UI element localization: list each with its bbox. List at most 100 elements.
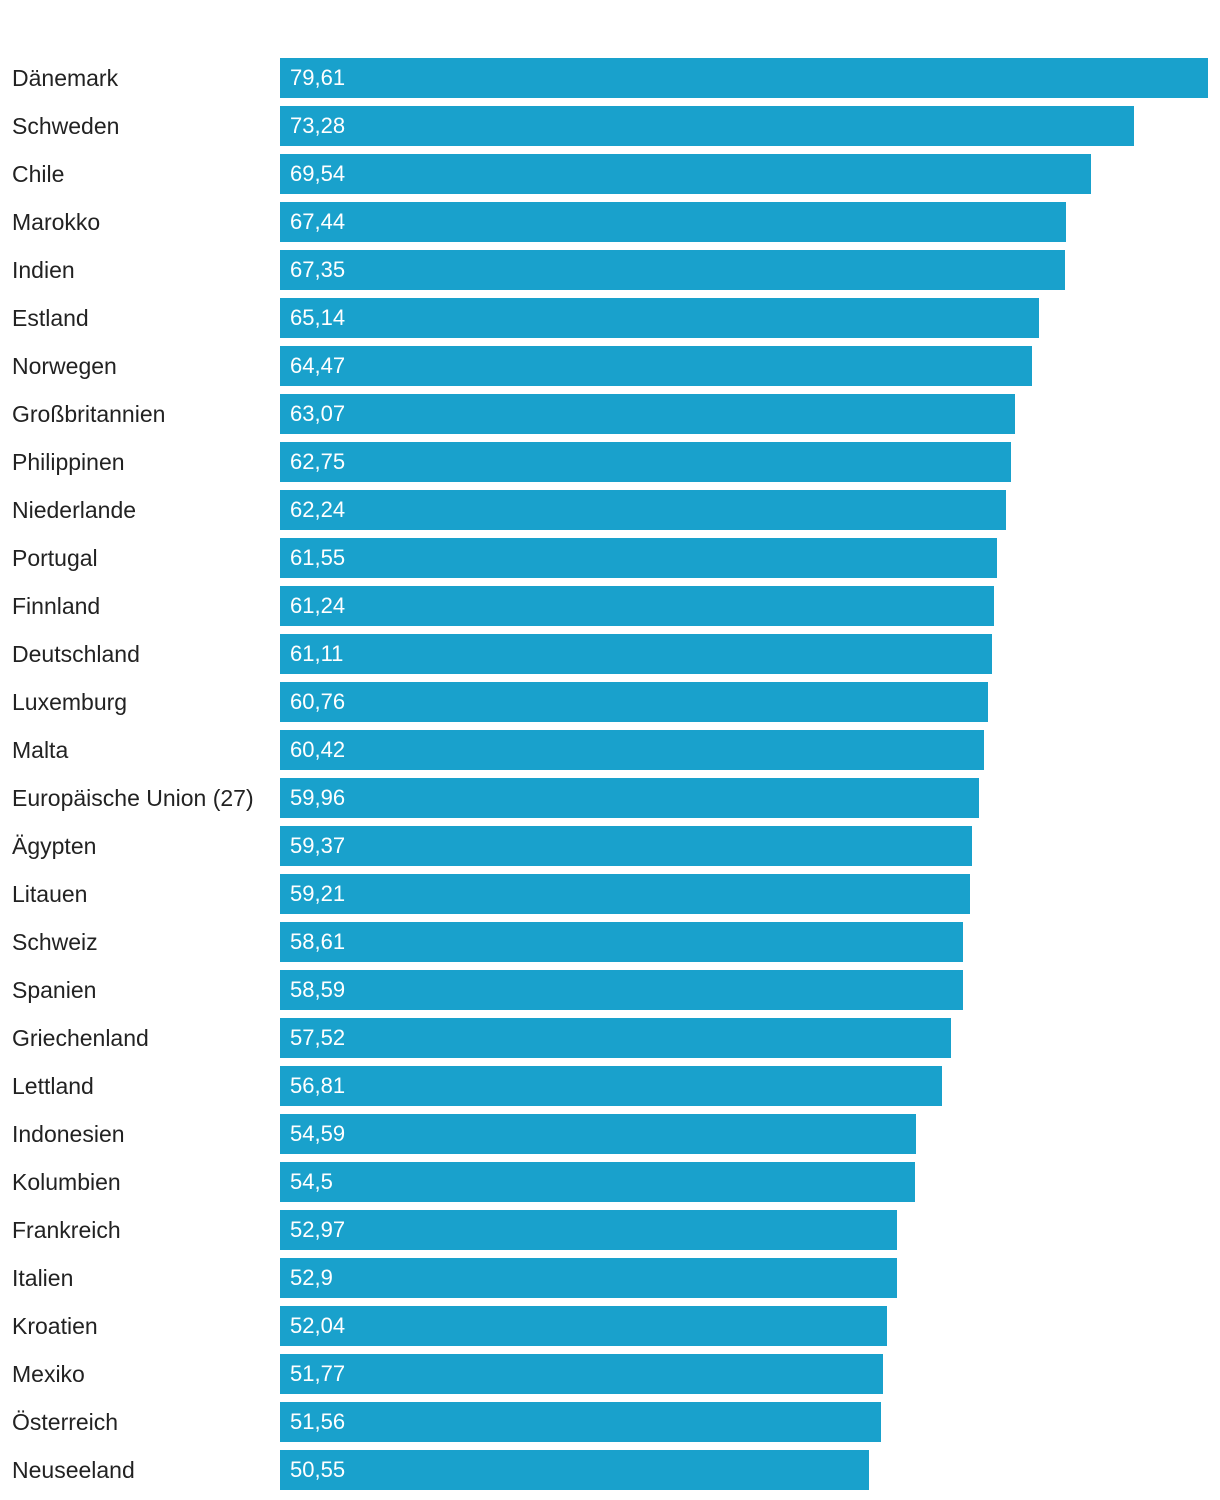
bar-row: Finnland 61,24	[0, 586, 1220, 626]
value-label: 61,11	[290, 641, 344, 666]
category-label: Österreich	[12, 1409, 119, 1435]
category-label: Norwegen	[12, 353, 117, 379]
bar	[280, 442, 1011, 482]
value-label: 58,61	[290, 929, 346, 954]
category-label: Spanien	[12, 977, 97, 1003]
value-label: 61,24	[290, 593, 346, 618]
value-label: 62,24	[290, 497, 346, 522]
value-label: 52,97	[290, 1217, 346, 1242]
bar-row: Kroatien 52,04	[0, 1306, 1220, 1346]
bar	[280, 586, 994, 626]
bar	[280, 1018, 951, 1058]
value-label: 51,77	[290, 1361, 346, 1386]
category-label: Malta	[12, 737, 69, 763]
value-label: 52,04	[290, 1313, 346, 1338]
category-label: Griechenland	[12, 1025, 149, 1051]
bar	[280, 634, 992, 674]
bar	[280, 970, 963, 1010]
bar-row: Dänemark 79,61	[0, 58, 1220, 98]
bar-row: Chile 69,54	[0, 154, 1220, 194]
bar	[280, 490, 1006, 530]
value-label: 60,76	[290, 689, 346, 714]
category-label: Philippinen	[12, 449, 125, 475]
bar	[280, 778, 979, 818]
value-label: 54,5	[290, 1169, 333, 1194]
bar	[280, 1402, 881, 1442]
value-label: 67,35	[290, 257, 346, 282]
bar	[280, 202, 1066, 242]
category-label: Schweden	[12, 113, 120, 139]
bar-row: Italien 52,9	[0, 1258, 1220, 1298]
bar-row: Spanien 58,59	[0, 970, 1220, 1010]
bar-row: Mexiko 51,77	[0, 1354, 1220, 1394]
bar	[280, 1210, 897, 1250]
bar-row: Niederlande 62,24	[0, 490, 1220, 530]
bar-row: Frankreich 52,97	[0, 1210, 1220, 1250]
bar	[280, 346, 1032, 386]
value-label: 62,75	[290, 449, 346, 474]
value-label: 57,52	[290, 1025, 346, 1050]
bar	[280, 826, 972, 866]
bar	[280, 1258, 897, 1298]
bar-row: Ägypten 59,37	[0, 826, 1220, 866]
bar-row: Norwegen 64,47	[0, 346, 1220, 386]
bar-row: Litauen 59,21	[0, 874, 1220, 914]
category-label: Litauen	[12, 881, 88, 907]
category-label: Finnland	[12, 593, 101, 619]
bar	[280, 538, 997, 578]
category-label: Estland	[12, 305, 89, 331]
category-label: Neuseeland	[12, 1457, 135, 1483]
bar	[280, 58, 1208, 98]
category-label: Niederlande	[12, 497, 137, 523]
category-label: Kolumbien	[12, 1169, 121, 1195]
value-label: 59,96	[290, 785, 346, 810]
bar	[280, 250, 1065, 290]
value-label: 60,42	[290, 737, 346, 762]
category-label: Italien	[12, 1265, 74, 1291]
category-label: Lettland	[12, 1073, 94, 1099]
bar	[280, 682, 988, 722]
bar-row: Portugal 61,55	[0, 538, 1220, 578]
bar-row: Deutschland 61,11	[0, 634, 1220, 674]
bar-row: Indonesien 54,59	[0, 1114, 1220, 1154]
bar-row: Europäische Union (27) 59,96	[0, 778, 1220, 818]
value-label: 63,07	[290, 401, 346, 426]
bar	[280, 874, 970, 914]
category-label: Deutschland	[12, 641, 140, 667]
category-label: Dänemark	[12, 65, 119, 91]
category-label: Frankreich	[12, 1217, 121, 1243]
category-label: Chile	[12, 161, 65, 187]
bar-row: Österreich 51,56	[0, 1402, 1220, 1442]
bar-row: Kolumbien 54,5	[0, 1162, 1220, 1202]
category-label: Luxemburg	[12, 689, 128, 715]
value-label: 52,9	[290, 1265, 333, 1290]
category-label: Schweiz	[12, 929, 98, 955]
bar-row: Schweiz 58,61	[0, 922, 1220, 962]
bar-row: Marokko 67,44	[0, 202, 1220, 242]
value-label: 65,14	[290, 305, 346, 330]
bar-row: Estland 65,14	[0, 298, 1220, 338]
value-label: 67,44	[290, 209, 346, 234]
value-label: 59,21	[290, 881, 346, 906]
category-label: Indien	[12, 257, 75, 283]
bar-row: Luxemburg 60,76	[0, 682, 1220, 722]
bar-row: Lettland 56,81	[0, 1066, 1220, 1106]
bar	[280, 154, 1091, 194]
value-label: 51,56	[290, 1409, 346, 1434]
bar-row: Malta 60,42	[0, 730, 1220, 770]
category-label: Indonesien	[12, 1121, 125, 1147]
value-label: 59,37	[290, 833, 346, 858]
bar-row: Philippinen 62,75	[0, 442, 1220, 482]
bar-row: Schweden 73,28	[0, 106, 1220, 146]
bar	[280, 1162, 915, 1202]
category-label: Großbritannien	[12, 401, 166, 427]
value-label: 54,59	[290, 1121, 346, 1146]
bar	[280, 106, 1134, 146]
bar-row: Neuseeland 50,55	[0, 1450, 1220, 1490]
value-label: 58,59	[290, 977, 346, 1002]
bar	[280, 1066, 942, 1106]
category-label: Portugal	[12, 545, 98, 571]
value-label: 64,47	[290, 353, 346, 378]
bar	[280, 1450, 869, 1490]
